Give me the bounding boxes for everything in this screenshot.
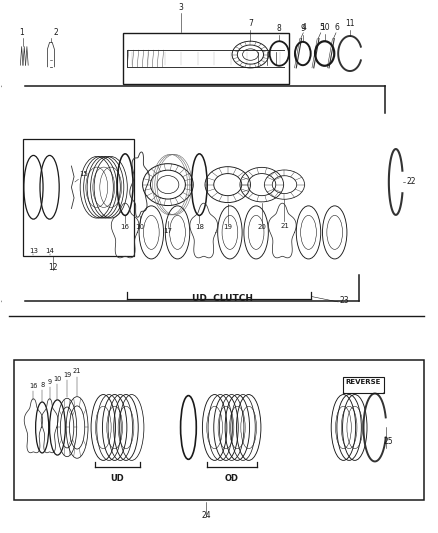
Text: 8: 8: [40, 382, 44, 388]
Text: 21: 21: [73, 368, 81, 374]
Text: UD  CLUTCH: UD CLUTCH: [192, 294, 253, 303]
Bar: [343, 377, 384, 393]
Text: 13: 13: [29, 248, 38, 254]
Text: 23: 23: [339, 296, 349, 305]
Bar: [22, 140, 134, 256]
Text: 14: 14: [45, 248, 54, 254]
Text: 6: 6: [335, 23, 339, 32]
Text: 19: 19: [223, 224, 232, 230]
Text: 22: 22: [407, 177, 416, 187]
Text: 5: 5: [319, 23, 324, 32]
Text: 21: 21: [280, 223, 289, 229]
Text: 2: 2: [53, 28, 58, 37]
Text: 4: 4: [302, 23, 307, 32]
Text: UD: UD: [111, 474, 124, 483]
Text: 1: 1: [19, 28, 24, 37]
Text: 11: 11: [345, 19, 355, 28]
Text: 15: 15: [79, 171, 88, 176]
Text: 24: 24: [201, 511, 211, 520]
Text: 17: 17: [163, 228, 173, 234]
Text: 16: 16: [120, 224, 130, 230]
Text: REVERSE: REVERSE: [346, 379, 381, 385]
Text: 20: 20: [258, 224, 266, 230]
Text: 10: 10: [320, 23, 329, 33]
Text: 25: 25: [384, 437, 393, 446]
Text: 10: 10: [53, 376, 62, 382]
Text: 19: 19: [63, 372, 71, 378]
Text: 9: 9: [48, 379, 52, 385]
Text: 18: 18: [195, 224, 204, 230]
Text: OD: OD: [225, 474, 239, 483]
Text: 8: 8: [277, 25, 282, 34]
Text: 3: 3: [179, 3, 184, 12]
Text: 10: 10: [135, 224, 144, 230]
Bar: [123, 34, 289, 84]
Text: 16: 16: [29, 383, 38, 389]
Text: 9: 9: [300, 25, 305, 34]
Text: 7: 7: [248, 19, 253, 28]
Text: 12: 12: [48, 263, 58, 272]
Bar: [14, 360, 424, 500]
